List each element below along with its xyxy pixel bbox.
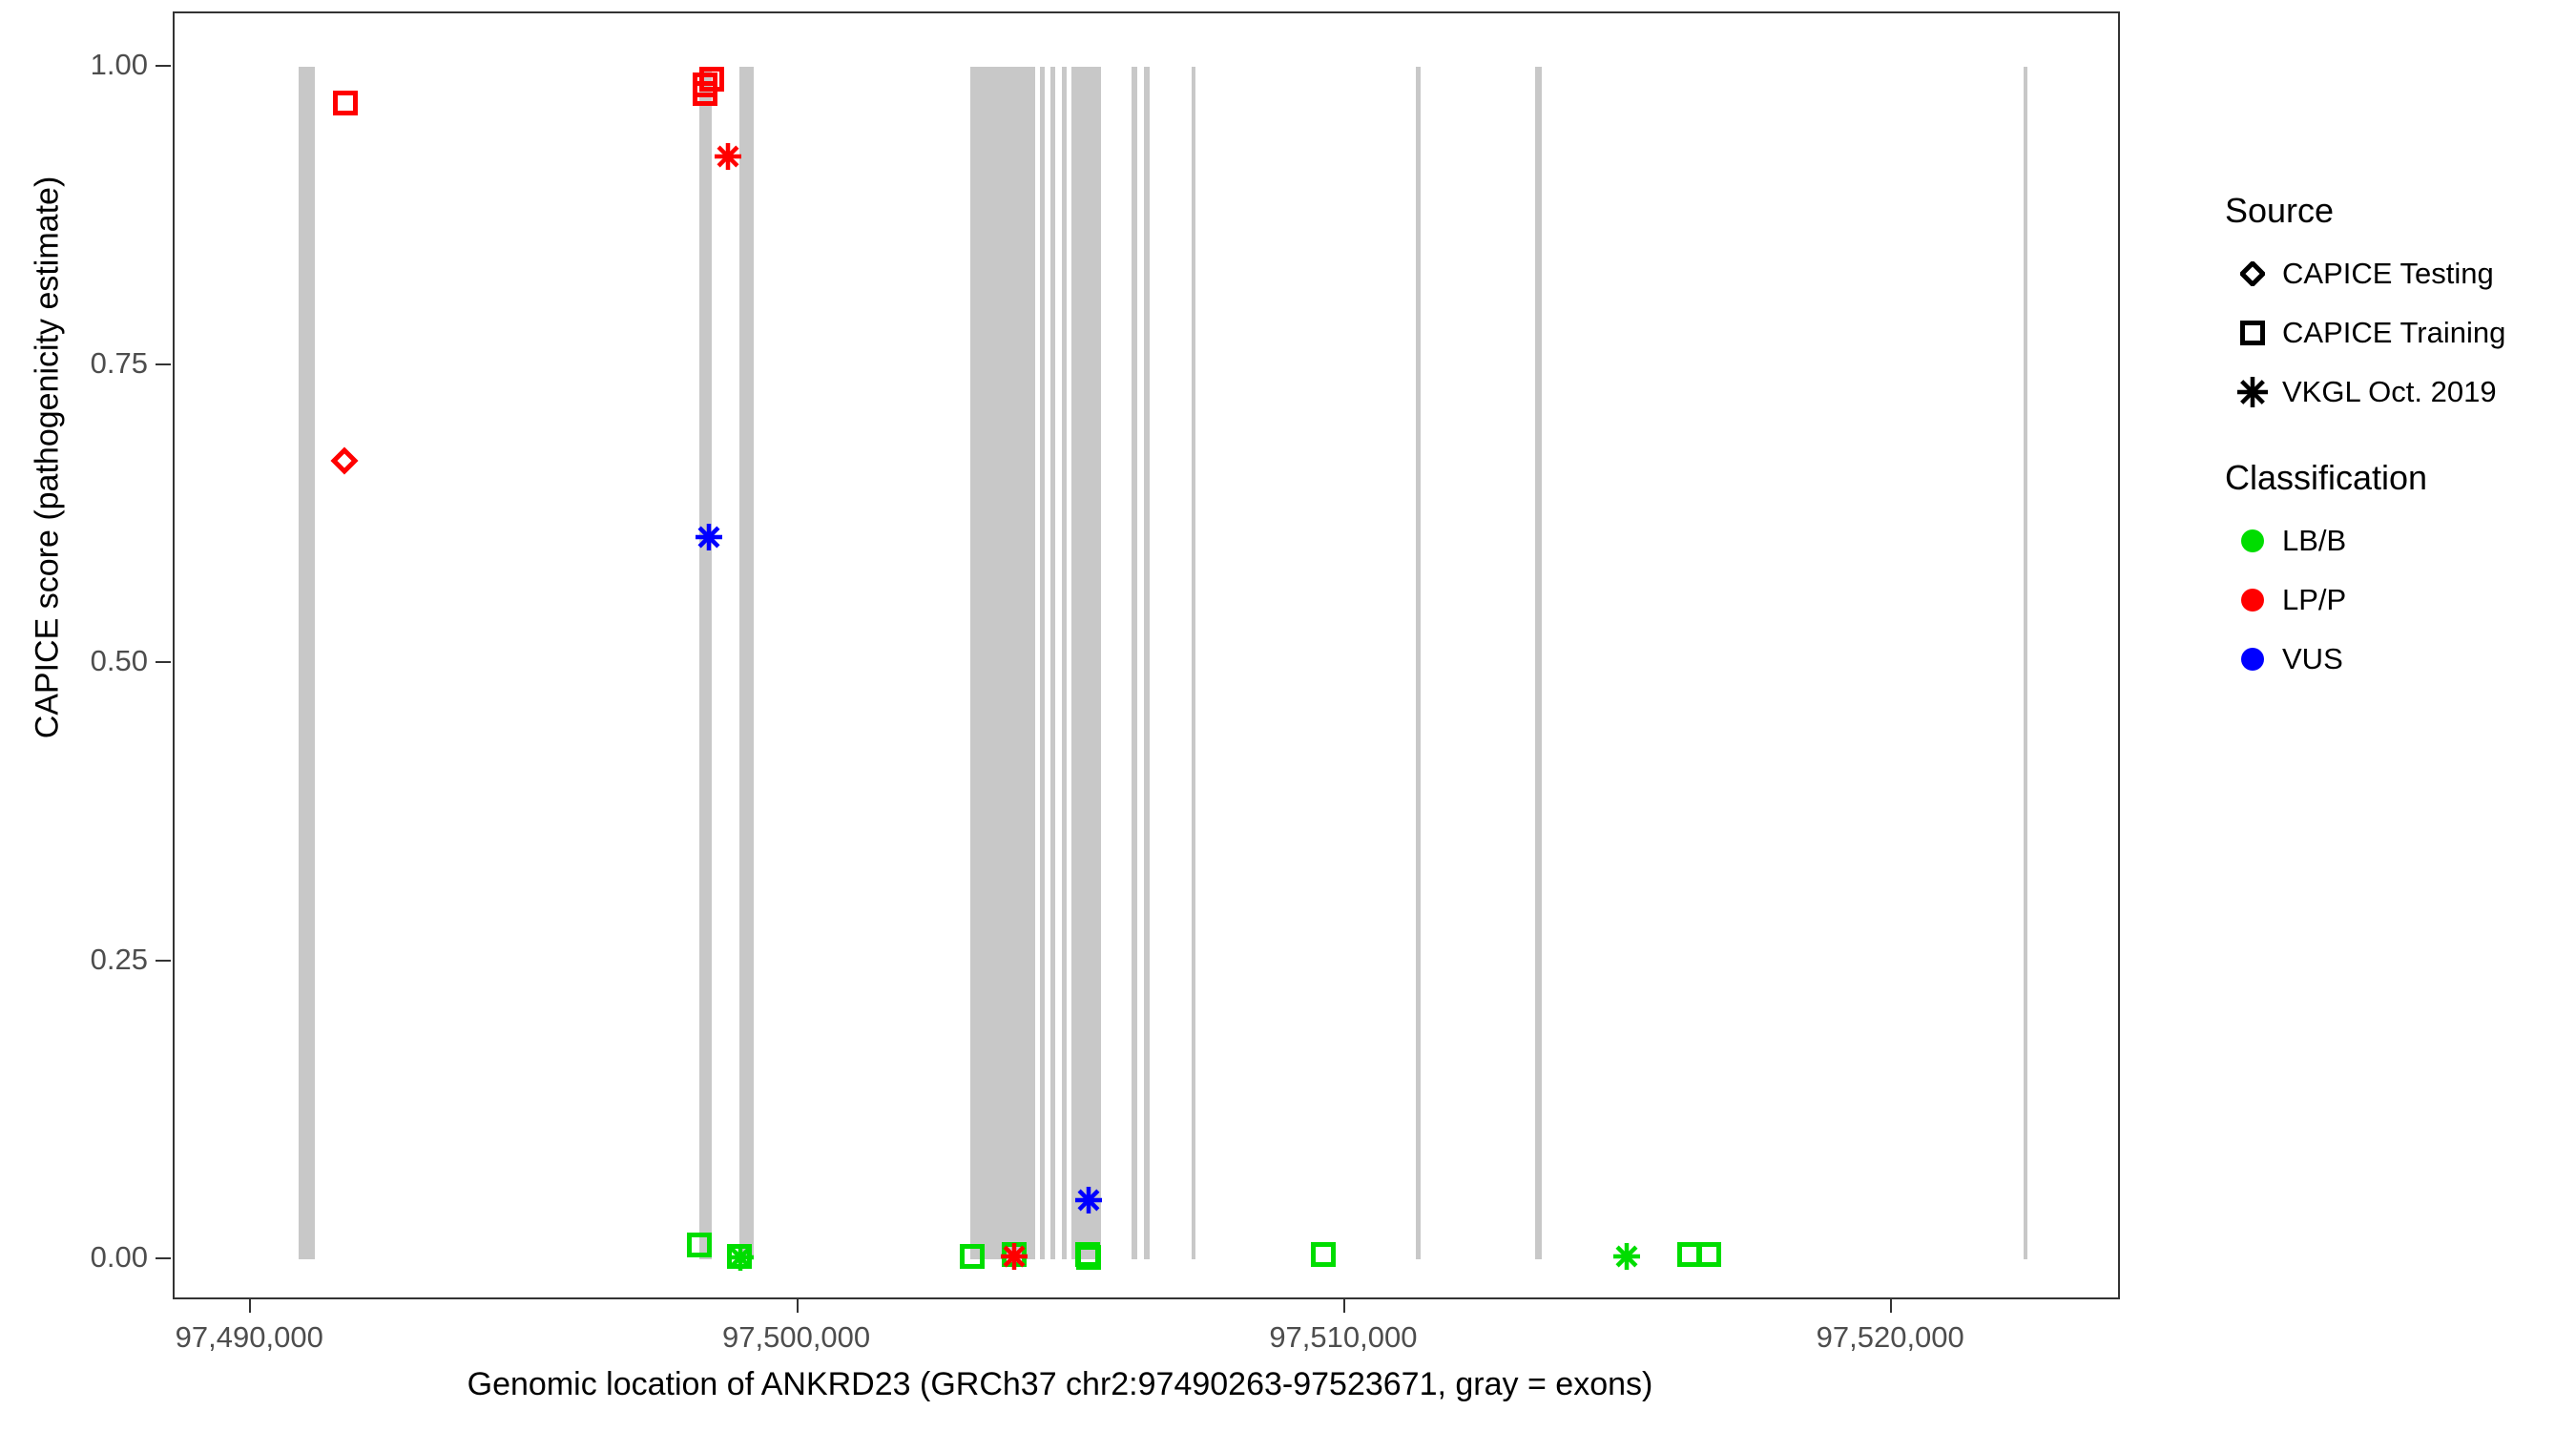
legend-item[interactable]: VUS — [2223, 630, 2566, 689]
legend-item-label: CAPICE Testing — [2282, 257, 2494, 290]
exon-bar — [1416, 67, 1421, 1260]
legend-item-label: LB/B — [2282, 524, 2347, 557]
legend-group-spacer — [2223, 422, 2566, 458]
exon-bar — [1132, 67, 1138, 1260]
y-axis-tick — [156, 661, 171, 664]
exon-bar — [1534, 67, 1543, 1260]
legend-marker-square-icon — [2223, 321, 2282, 345]
legend-item[interactable]: VKGL Oct. 2019 — [2223, 363, 2566, 422]
legend-item[interactable]: LB/B — [2223, 511, 2566, 570]
exon-bar — [970, 67, 1036, 1260]
data-point-square — [687, 1233, 713, 1258]
x-axis-tick-label: 97,500,000 — [722, 1320, 871, 1354]
x-axis-tick-label: 97,490,000 — [175, 1320, 323, 1354]
legend-marker-circle-icon — [2223, 529, 2282, 553]
legend-item[interactable]: CAPICE Training — [2223, 303, 2566, 363]
legend-title: Classification — [2225, 458, 2428, 497]
data-point-asterisk — [1612, 1242, 1641, 1271]
data-point-square — [1310, 1242, 1336, 1268]
exon-bar — [2023, 67, 2027, 1260]
exon-bar — [699, 67, 712, 1260]
data-point-asterisk — [695, 523, 723, 551]
legend-marker-circle-icon — [2223, 647, 2282, 672]
y-axis-tick-label: 0.25 — [90, 942, 148, 976]
data-point-asterisk — [1074, 1186, 1103, 1214]
x-axis-tick-label: 97,520,000 — [1816, 1320, 1964, 1354]
y-axis-tick — [156, 363, 171, 365]
exon-bar — [1062, 67, 1068, 1260]
data-point-square — [1696, 1242, 1722, 1268]
data-point-asterisk — [1000, 1242, 1028, 1271]
data-point-square — [1076, 1244, 1101, 1270]
y-axis-tick-label: 1.00 — [90, 48, 148, 82]
legend-item[interactable]: CAPICE Testing — [2223, 244, 2566, 303]
exon-bar — [1144, 67, 1151, 1260]
data-point-asterisk — [714, 142, 742, 171]
x-axis-tick — [1890, 1299, 1893, 1313]
data-point-asterisk — [726, 1243, 755, 1272]
legend-title: Source — [2225, 191, 2335, 230]
exon-bar — [298, 67, 316, 1260]
legend-item-label: CAPICE Training — [2282, 316, 2506, 349]
legend-item[interactable]: LP/P — [2223, 570, 2566, 630]
y-axis-tick-label: 0.75 — [90, 345, 148, 380]
y-axis-tick — [156, 1257, 171, 1260]
exon-bar — [1192, 67, 1196, 1260]
legend-marker-diamond-icon — [2223, 261, 2282, 286]
exon-bar — [1070, 67, 1102, 1260]
x-axis-title: Genomic location of ANKRD23 (GRCh37 chr2… — [467, 1366, 1653, 1402]
x-axis-tick — [1342, 1299, 1345, 1313]
y-axis-tick — [156, 959, 171, 962]
x-axis-tick-label: 97,510,000 — [1269, 1320, 1418, 1354]
y-axis-tick — [156, 65, 171, 68]
x-axis-tick — [249, 1299, 252, 1313]
data-point-square — [333, 90, 359, 115]
x-axis-tick — [796, 1299, 799, 1313]
legend-marker-circle-icon — [2223, 588, 2282, 612]
data-point-square — [959, 1243, 985, 1269]
legend-item-label: LP/P — [2282, 583, 2347, 616]
legend-item-label: VUS — [2282, 642, 2343, 675]
exon-bar — [1049, 67, 1056, 1260]
data-point-diamond — [330, 446, 359, 475]
legend-item-label: VKGL Oct. 2019 — [2282, 375, 2497, 408]
exon-bar — [1039, 67, 1045, 1260]
data-point-square — [698, 66, 724, 92]
data-point-square — [693, 80, 718, 106]
y-axis-title: CAPICE score (pathogenicity estimate) — [29, 176, 66, 739]
plot-area — [175, 13, 2118, 1297]
y-axis-tick-label: 0.50 — [90, 644, 148, 678]
plot-panel — [173, 11, 2120, 1299]
y-axis-tick-label: 0.00 — [90, 1240, 148, 1275]
exon-bar — [739, 67, 754, 1260]
legend: Source CAPICE Testing CAPICE Training VKGL … — [2223, 191, 2566, 689]
legend-marker-asterisk-icon — [2223, 376, 2282, 408]
